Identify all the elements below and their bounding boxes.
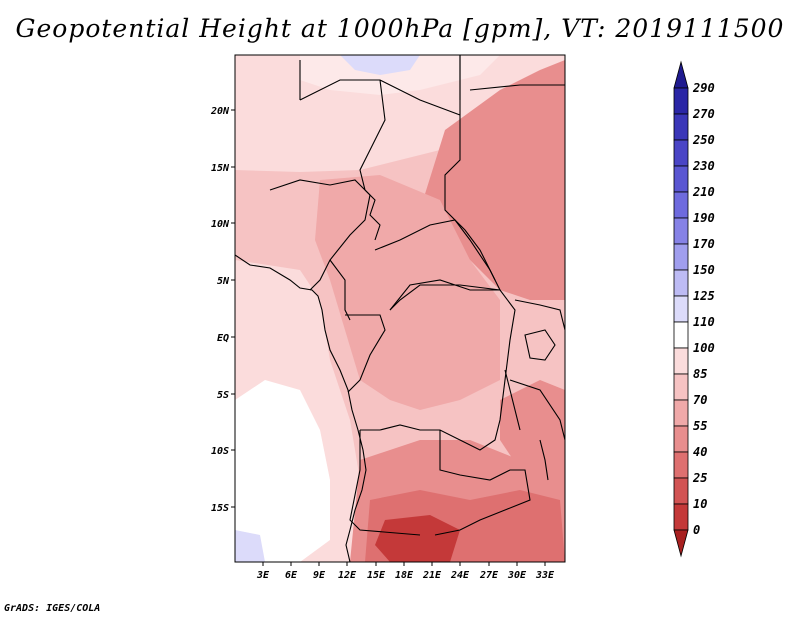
lat-tick-label: 15N — [211, 163, 230, 174]
lake-victoria — [524, 329, 556, 361]
lon-tick-label: 9E — [313, 570, 326, 581]
colorbar-label: 150 — [693, 263, 715, 277]
colorbar-segment — [673, 191, 689, 219]
border-congo — [345, 314, 386, 393]
colorbar-label: 100 — [693, 341, 715, 355]
border-drc — [360, 284, 516, 451]
lat-tick-label: 10N — [211, 219, 230, 230]
colorbar-segment — [673, 347, 689, 375]
grads-credit: GrADS: IGES/COLA — [4, 603, 101, 614]
field-zone-blue-n — [340, 55, 420, 75]
colorbar-segment — [673, 165, 689, 193]
colorbar-label: 125 — [693, 289, 715, 303]
map-frame — [234, 54, 566, 563]
lon-tick-label: 24E — [450, 570, 470, 581]
colorbar-label: 85 — [693, 367, 707, 381]
lon-tick-label: 33E — [535, 570, 555, 581]
colorbar-label: 110 — [693, 315, 715, 329]
lat-axis — [231, 109, 235, 508]
colorbar-segment — [673, 425, 689, 453]
colorbar: 2902702502302101901701501251101008570554… — [673, 60, 715, 558]
lon-tick-label: 18E — [395, 570, 414, 581]
colorbar-label: 270 — [692, 107, 715, 121]
border-angola — [349, 430, 421, 536]
border-ethiopia-south-sudan — [469, 84, 565, 91]
lon-tick-label: 3E — [256, 570, 270, 581]
colorbar-segment — [673, 399, 689, 427]
lon-tick-label: 30E — [507, 570, 527, 581]
border-tanzania — [509, 379, 565, 441]
field-zone-central — [315, 175, 500, 410]
lon-tick-labels: 3E 6E 9E 12E 15E 18E 21E 24E 27E 30E 33E — [256, 570, 555, 581]
colorbar-label: 290 — [692, 81, 715, 95]
colorbar-segment — [673, 269, 689, 297]
colorbar-label: 230 — [692, 159, 715, 173]
colorbar-segment — [673, 503, 689, 531]
border-niger-chad — [299, 79, 461, 116]
field-zone-blue-sw — [235, 530, 265, 562]
colorbar-label: 210 — [692, 185, 715, 199]
lon-tick-label: 21E — [422, 570, 442, 581]
height-field — [235, 55, 565, 562]
lon-tick-label: 27E — [479, 570, 499, 581]
border-car — [374, 219, 501, 311]
colorbar-label: 25 — [692, 471, 707, 485]
colorbar-label: 10 — [693, 497, 707, 511]
colorbar-segment — [673, 217, 689, 245]
colorbar-label: 70 — [693, 393, 707, 407]
colorbar-label: 40 — [693, 445, 707, 459]
colorbar-segment — [673, 477, 689, 505]
colorbar-label: 170 — [693, 237, 715, 251]
colorbar-segment — [673, 373, 689, 401]
lat-tick-label: 20N — [210, 106, 230, 117]
lat-tick-label: 10S — [211, 446, 229, 457]
lat-tick-label: EQ — [217, 333, 229, 344]
border-uganda-kenya — [514, 299, 565, 331]
field-zone-south-core — [375, 515, 460, 562]
colorbar-segment — [673, 451, 689, 479]
colorbar-label: 250 — [692, 133, 715, 147]
colorbar-segment — [673, 295, 689, 323]
lon-axis — [262, 562, 546, 566]
colorbar-segment — [673, 529, 689, 558]
lon-tick-label: 6E — [285, 570, 298, 581]
colorbar-segment — [673, 60, 689, 89]
lon-tick-label: 15E — [367, 570, 386, 581]
colorbar-label: 55 — [693, 419, 707, 433]
lake-tanganyika — [504, 369, 521, 431]
lat-tick-labels: 20N 15N 10N 5N EQ 5S 10S 15S — [210, 106, 230, 514]
lat-tick-label: 5S — [217, 390, 229, 401]
colorbar-segment — [673, 243, 689, 271]
border-nigeria — [269, 179, 371, 291]
colorbar-label: 0 — [693, 523, 700, 537]
border-zambia — [434, 430, 531, 536]
lat-tick-label: 15S — [211, 503, 229, 514]
colorbar-segment — [673, 87, 689, 115]
field-zone-southwest — [235, 380, 330, 562]
colorbar-label: 190 — [693, 211, 715, 225]
lake-malawi — [539, 439, 549, 481]
political-borders — [235, 55, 565, 562]
colorbar-segment — [673, 139, 689, 167]
plot-title: Geopotential Height at 1000hPa [gpm], VT… — [15, 14, 785, 43]
colorbar-segment — [673, 113, 689, 141]
coastline-west-africa — [235, 254, 367, 562]
colorbar-segment — [673, 321, 689, 349]
lon-tick-label: 12E — [338, 570, 357, 581]
border-sudan — [444, 55, 496, 281]
lat-tick-label: 5N — [217, 276, 230, 287]
